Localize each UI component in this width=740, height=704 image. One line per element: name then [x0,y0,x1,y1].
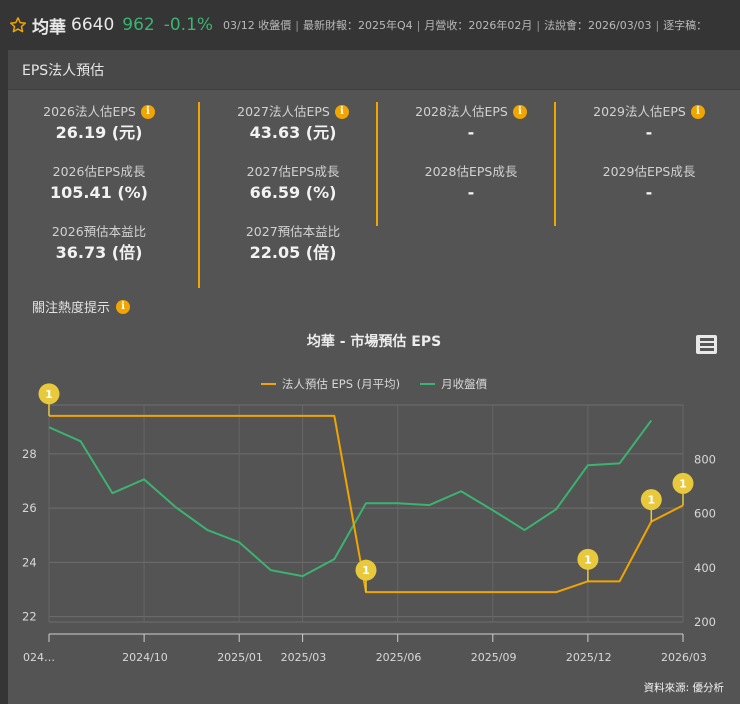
panel-header: EPS法人預估 [8,50,740,90]
eps-stats: 2026法人估EPS i 26.19 (元) 2026估EPS成長 105.41 … [8,102,740,292]
svg-text:1: 1 [45,388,53,401]
eps-label: 2028法人估EPS [415,104,508,119]
pe-value: 36.73 (倍) [55,243,143,262]
eps-price-chart: 22 24 26 28 200 400 600 800 024… 2024/10 2025/01 20… [22,383,716,664]
eps-value: - [645,123,653,142]
eps-value: 26.19 (元) [55,123,143,142]
growth-value: - [645,183,653,202]
pe-label: 2026預估本益比 [51,224,147,239]
x-tick-label: 2026/03 [661,651,707,664]
event-flag-icon[interactable] [640,489,662,511]
panel-title: EPS法人預估 [22,62,105,79]
eps-label: 2027法人估EPS [237,104,330,119]
y-left-tick: 26 [22,501,37,515]
attention-hint-label: 關注熱度提示 [32,301,111,316]
price-change: -0.1% [163,15,214,35]
chart-legend: 法人預估 EPS (月平均) 月收盤價 [8,376,740,392]
data-source: 資料來源: 優分析 [643,682,724,694]
event-flag-icon[interactable] [38,383,60,405]
growth-value: 105.41 (%) [50,183,148,202]
growth-label: 2029估EPS成長 [602,164,696,179]
legend-item-price[interactable]: 月收盤價 [420,376,487,392]
attention-hint: 關注熱度提示 i [32,297,131,316]
price-line [48,419,653,578]
stats-column-2026: 2026法人估EPS i 26.19 (元) 2026估EPS成長 105.41 … [10,102,188,282]
growth-label: 2028估EPS成長 [424,164,518,179]
event-flag-icon[interactable] [577,548,599,570]
eps-label: 2026法人估EPS [43,104,136,119]
investor-conference-link[interactable]: 法說會：2026/03/03 [544,19,652,32]
eps-forecast-panel: EPS法人預估 2026法人估EPS i 26.19 (元) 2026估EPS成長… [8,50,740,704]
info-icon[interactable]: i [512,105,527,119]
y-left-tick: 22 [22,610,37,624]
x-tick-label: 2025/06 [376,651,422,664]
info-icon[interactable]: i [140,105,155,119]
svg-text:1: 1 [362,564,370,577]
pe-label: 2027預估本益比 [245,224,341,239]
eps-label: 2029法人估EPS [593,104,686,119]
x-tick-label: 2025/01 [217,651,263,664]
stock-name: 均華 [32,17,66,38]
stock-code: 6640 [71,15,115,35]
growth-value: - [467,183,475,202]
svg-text:1: 1 [584,553,592,566]
legend-swatch-icon [260,383,276,385]
legend-label: 法人預估 EPS (月平均) [281,377,401,391]
stock-header: 均華 6640 962 -0.1% 03/12 收盤價 | 最新財報：2025年Q… [0,0,740,50]
eps-value: - [467,123,475,142]
x-tick-label: 2025/12 [566,651,612,664]
latest-report-link[interactable]: 最新財報：2025年Q4 [302,19,413,32]
chart-title: 均華 - 市場預估 EPS [306,334,442,350]
info-icon[interactable]: i [334,105,349,119]
y-right-tick: 600 [694,507,716,521]
column-divider [198,102,200,288]
stats-column-2029: 2029法人估EPS i - 2029估EPS成長 - [560,102,738,222]
stats-column-2027: 2027法人估EPS i 43.63 (元) 2027估EPS成長 66.59 (… [204,102,382,282]
close-label: 03/12 收盤價 [223,19,292,32]
x-tick-label: 2025/09 [471,651,517,664]
y-left-tick: 24 [22,555,37,569]
monthly-revenue-link[interactable]: 月營收：2026年02月 [424,19,533,32]
growth-label: 2027估EPS成長 [246,164,340,179]
pe-value: 22.05 (倍) [249,243,337,262]
star-favorite-icon[interactable] [9,16,27,34]
column-divider [376,102,378,226]
stats-column-2028: 2028法人估EPS i - 2028估EPS成長 - [382,102,560,222]
transcript-link[interactable]: 逐字稿： [663,19,708,32]
event-flag-icon[interactable] [355,559,377,581]
svg-text:1: 1 [679,477,687,490]
x-tick-label: 2024/10 [122,651,168,664]
y-right-tick: 200 [694,615,716,629]
x-tick-label: 2025/03 [281,651,327,664]
info-icon[interactable]: i [690,105,705,119]
growth-label: 2026估EPS成長 [52,164,146,179]
y-left-tick: 28 [22,447,37,461]
legend-item-eps[interactable]: 法人預估 EPS (月平均) [260,376,401,392]
eps-value: 43.63 (元) [249,123,337,142]
info-icon[interactable]: i [116,299,131,314]
stock-price: 962 [122,15,155,35]
hamburger-menu-icon[interactable] [696,335,717,354]
legend-label: 月收盤價 [441,377,488,391]
event-flag-icon[interactable] [672,472,694,494]
y-right-tick: 800 [694,452,716,466]
svg-text:1: 1 [647,494,655,507]
y-right-tick: 400 [694,561,716,575]
x-tick-label: 024… [23,651,55,664]
growth-value: 66.59 (%) [249,183,337,202]
legend-swatch-icon [420,383,436,385]
column-divider [554,102,556,226]
